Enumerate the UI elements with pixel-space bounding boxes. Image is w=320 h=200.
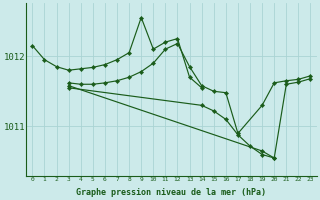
X-axis label: Graphe pression niveau de la mer (hPa): Graphe pression niveau de la mer (hPa): [76, 188, 267, 197]
